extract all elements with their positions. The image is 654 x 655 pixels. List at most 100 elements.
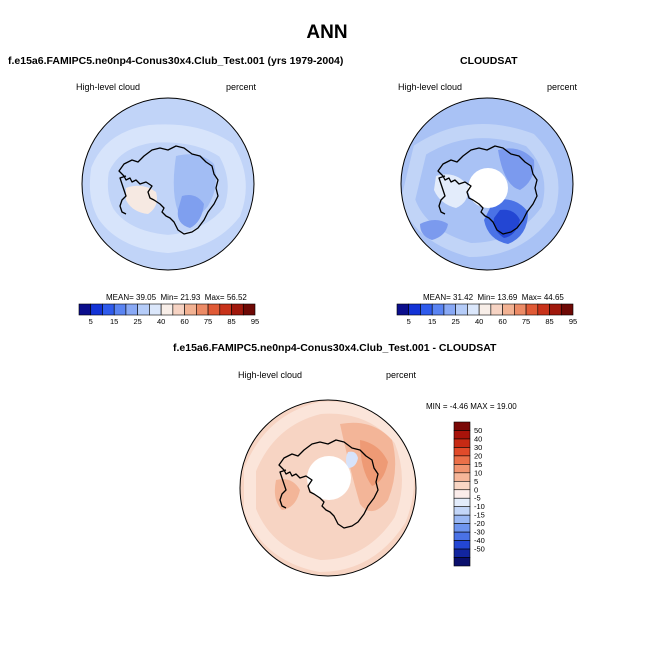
colorbar-tick-label: 25 [451, 317, 459, 326]
panel1-map [81, 97, 255, 271]
colorbar-swatch [113, 303, 127, 316]
colorbar-tick-label: 15 [428, 317, 436, 326]
colorbar-swatch [78, 303, 92, 316]
panel1-title: f.e15a6.FAMIPC5.ne0np4-Conus30x4.Club_Te… [8, 55, 344, 67]
panel2-title: CLOUDSAT [460, 55, 518, 67]
panel1-interior-patch [176, 165, 204, 186]
colorbar-tick-label: 15 [110, 317, 118, 326]
colorbar-swatch [467, 303, 480, 316]
colorbar-swatch [453, 514, 471, 524]
colorbar-swatch [125, 303, 138, 316]
colorbar-tick-label: 5 [474, 477, 478, 486]
max-value: 44.65 [543, 293, 564, 302]
colorbar-tick-label: 95 [251, 317, 259, 326]
panel3-map-border [239, 399, 417, 577]
colorbar-swatch [453, 430, 471, 440]
panel1-ross-sea [126, 185, 157, 214]
max-label: Max= [204, 293, 225, 302]
colorbar-swatch [196, 303, 209, 316]
colorbar-swatch [219, 303, 232, 316]
colorbar-tick-label: -5 [474, 494, 481, 503]
panel1-stats: MEAN= 39.05 Min= 21.93 Max= 56.52 [106, 293, 247, 302]
min-label: MIN = [426, 402, 448, 411]
colorbar-swatch [160, 303, 174, 316]
colorbar-swatch [431, 303, 445, 316]
colorbar-swatch [207, 303, 221, 316]
colorbar-swatch [502, 303, 515, 316]
panel2-stats: MEAN= 31.42 Min= 13.69 Max= 44.65 [423, 293, 564, 302]
colorbar-tick-label: 85 [227, 317, 235, 326]
colorbar-tick-label: 75 [522, 317, 530, 326]
colorbar-swatch [525, 303, 539, 316]
colorbar-tick-label: -20 [474, 519, 485, 528]
panel1-east-ant-core [177, 195, 204, 228]
max-value: 19.00 [496, 402, 517, 411]
panel3-units-label: percent [386, 370, 417, 380]
min-value: 13.69 [497, 293, 518, 302]
colorbar-tick-label: -10 [474, 502, 485, 511]
colorbar-swatch [453, 438, 471, 448]
colorbar-tick-label: 95 [569, 317, 577, 326]
panel2-field [401, 98, 573, 270]
panel1-map-border [81, 97, 255, 271]
colorbar-swatch [478, 303, 492, 316]
colorbar-tick-label: 75 [204, 317, 212, 326]
colorbar-swatch [453, 523, 471, 533]
colorbar-swatch [453, 464, 471, 474]
colorbar-swatch [537, 303, 550, 316]
colorbar-swatch [453, 531, 471, 541]
panel3-stats: MIN = -4.46 MAX = 19.00 [426, 402, 517, 411]
colorbar-tick-label: 60 [180, 317, 188, 326]
colorbar-tick-label: -15 [474, 511, 485, 520]
colorbar-tick-label: 20 [474, 451, 482, 460]
colorbar-swatch [231, 303, 244, 316]
panel3-weak-ring [244, 401, 414, 573]
colorbar-tick-label: 40 [157, 317, 165, 326]
mean-label: MEAN= [423, 293, 451, 302]
panel3-missing-data-hole [307, 456, 351, 500]
colorbar-tick-label: 25 [133, 317, 141, 326]
colorbar-swatch [137, 303, 150, 316]
panel2-map-border [400, 97, 574, 271]
panel1-variable-label: High-level cloud [76, 82, 141, 92]
colorbar-tick-label: 85 [545, 317, 553, 326]
colorbar-swatch [443, 303, 456, 316]
colorbar-swatch [102, 303, 115, 316]
colorbar-tick-label: 5 [407, 317, 411, 326]
max-label: MAX = [470, 402, 495, 411]
colorbar-swatch [453, 472, 471, 482]
colorbar-swatch [453, 497, 471, 508]
colorbar-swatch [172, 303, 185, 316]
colorbar-swatch [453, 480, 471, 491]
panel2-west-patch [420, 220, 448, 240]
colorbar-swatch [455, 303, 468, 316]
panel2-interior [498, 148, 535, 190]
panel2-ross-sea [434, 174, 469, 208]
min-value: -4.46 [449, 402, 469, 411]
colorbar-swatch [560, 303, 574, 316]
colorbar-swatch [420, 303, 433, 316]
panel2-units-label: percent [547, 82, 578, 92]
mean-value: 31.42 [453, 293, 474, 302]
colorbar-swatch [453, 489, 471, 499]
colorbar-tick-label: 15 [474, 460, 482, 469]
colorbar-swatch [453, 455, 471, 465]
mean-label: MEAN= [106, 293, 134, 302]
panel1-colorbar: 5 15 25 40 60 75 85 95 [78, 303, 259, 326]
colorbar-tick-label: 5 [89, 317, 93, 326]
colorbar-swatch [453, 540, 471, 550]
colorbar-tick-label: -50 [474, 545, 485, 554]
panel3-strong [360, 440, 388, 486]
colorbar-swatch [149, 303, 162, 316]
colorbar-tick-label: 50 [474, 426, 482, 435]
panel2-variable-label: High-level cloud [398, 82, 463, 92]
panel3-negative-patch [346, 451, 358, 468]
colorbar-swatch [514, 303, 527, 316]
colorbar-tick-label: 30 [474, 443, 482, 452]
colorbar-tick-label: 0 [474, 485, 478, 494]
panel3-title: f.e15a6.FAMIPC5.ne0np4-Conus30x4.Club_Te… [173, 342, 497, 354]
max-label: Max= [521, 293, 542, 302]
colorbar-tick-label: 40 [474, 434, 482, 443]
